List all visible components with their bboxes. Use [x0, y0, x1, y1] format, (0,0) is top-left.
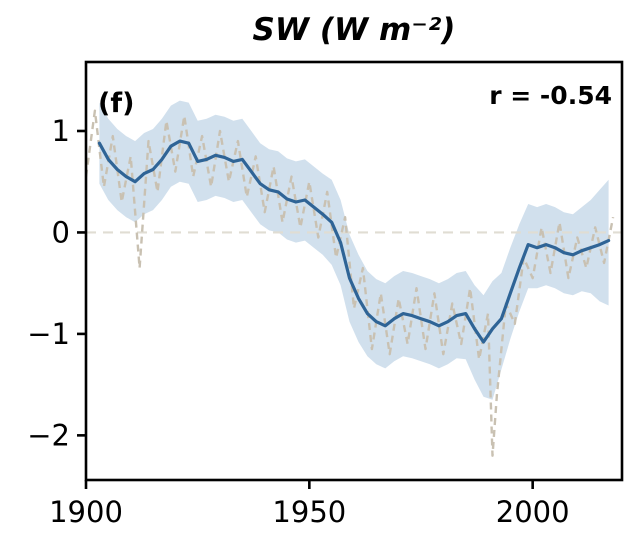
chart-title: SW (W m⁻²)	[253, 12, 456, 48]
uncertainty-band	[99, 100, 609, 400]
axes-layer: 1900 1950 2000 1 0 −1 −2	[27, 60, 624, 529]
plot-series-layer	[86, 100, 622, 457]
y-tick-label: −2	[27, 418, 70, 452]
panel-label: (f)	[98, 88, 134, 119]
y-tick-label: 1	[52, 114, 70, 148]
correlation-annotation: r = -0.54	[489, 81, 612, 110]
axes-frame	[84, 60, 624, 482]
y-tick-label: 0	[52, 215, 70, 249]
y-tick-label: −1	[27, 317, 70, 351]
mean-series-line	[97, 139, 611, 344]
x-tick-label: 2000	[496, 495, 570, 529]
x-tick-label: 1950	[272, 495, 346, 529]
x-tick-label: 1900	[49, 495, 123, 529]
